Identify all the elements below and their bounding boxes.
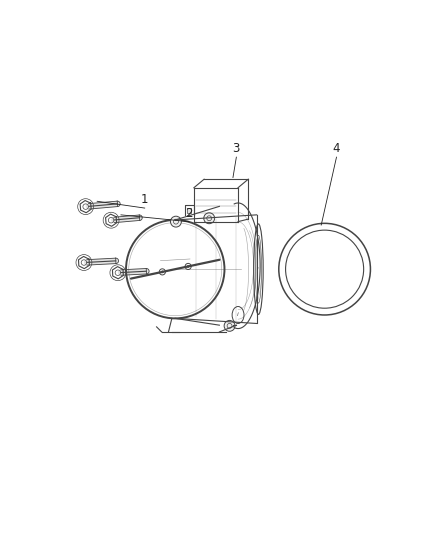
- Text: i: i: [257, 266, 258, 272]
- Circle shape: [187, 265, 189, 268]
- Bar: [187, 208, 191, 213]
- Circle shape: [170, 216, 181, 227]
- Text: 2: 2: [185, 207, 193, 220]
- Text: i: i: [237, 312, 239, 318]
- Circle shape: [161, 271, 163, 273]
- Ellipse shape: [232, 306, 244, 324]
- Text: 1: 1: [141, 193, 148, 206]
- Circle shape: [224, 320, 235, 332]
- Circle shape: [159, 269, 166, 275]
- Circle shape: [185, 263, 191, 270]
- Text: 4: 4: [333, 142, 340, 156]
- Text: 3: 3: [233, 142, 240, 156]
- Circle shape: [204, 213, 215, 224]
